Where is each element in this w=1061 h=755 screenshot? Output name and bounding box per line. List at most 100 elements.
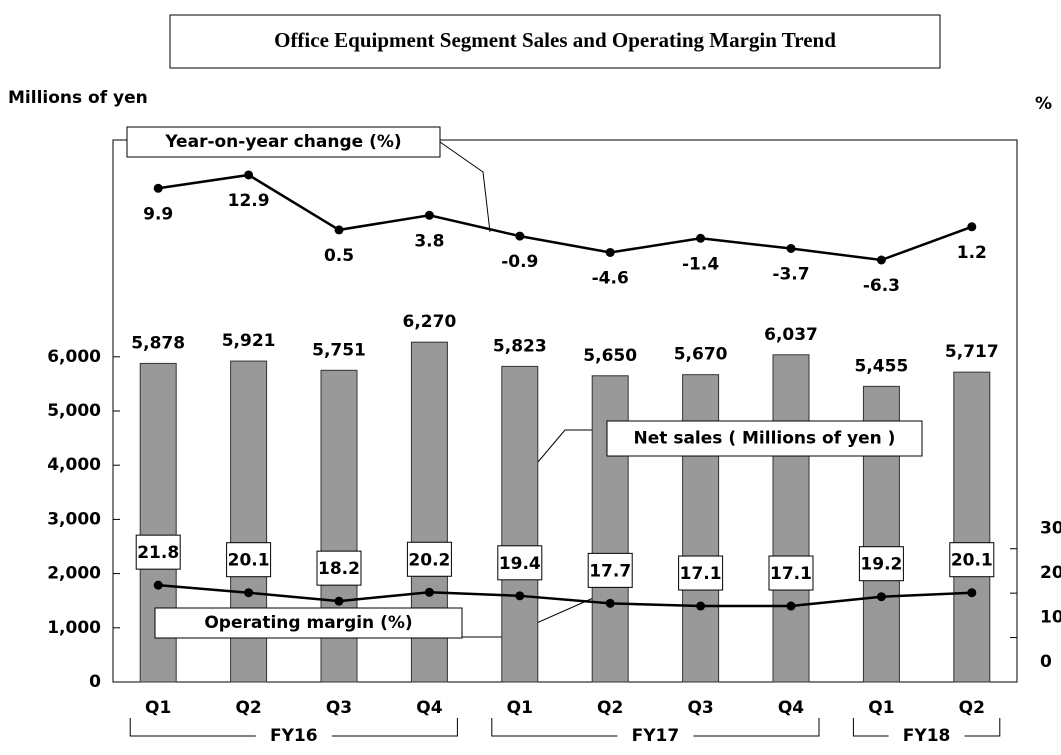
y2-tick-label: 10 bbox=[1040, 608, 1061, 628]
value-label: 0.5 bbox=[324, 246, 354, 266]
callout-leader bbox=[439, 141, 491, 233]
value-box bbox=[316, 550, 362, 586]
bar-value-label: 5,717 bbox=[945, 342, 999, 362]
y2-axis-label: % bbox=[1035, 94, 1052, 114]
x-tick-label: Q4 bbox=[416, 698, 442, 718]
bar-value-label: 5,823 bbox=[493, 336, 547, 356]
point bbox=[696, 233, 706, 243]
x-tick-label: Q2 bbox=[597, 698, 623, 718]
point bbox=[153, 580, 163, 590]
callout-label: Operating margin (%) bbox=[204, 613, 412, 633]
y2-tick-label: 0 bbox=[1040, 652, 1052, 672]
group-label: FY18 bbox=[903, 726, 951, 746]
bar-value-label: 5,650 bbox=[583, 346, 637, 366]
point bbox=[334, 225, 344, 235]
line bbox=[158, 583, 972, 608]
y2-tick-label: 20 bbox=[1040, 563, 1061, 583]
point bbox=[967, 222, 977, 232]
point bbox=[244, 170, 254, 180]
point bbox=[605, 598, 615, 608]
group-label: FY16 bbox=[270, 726, 318, 746]
value-label: 20.1 bbox=[228, 551, 270, 571]
value-label: -0.9 bbox=[501, 252, 538, 272]
group-bracket bbox=[964, 718, 1001, 737]
y2-tick-label: 30 bbox=[1040, 519, 1061, 539]
bar-value-label: 5,878 bbox=[131, 333, 185, 353]
bar bbox=[772, 354, 810, 683]
bar-value-label: 5,751 bbox=[312, 340, 366, 360]
value-box bbox=[678, 555, 724, 591]
x-tick-label: Q2 bbox=[959, 698, 985, 718]
y-tick-label: 2,000 bbox=[47, 564, 101, 584]
x-tick-label: Q3 bbox=[687, 698, 713, 718]
x-tick-label: Q4 bbox=[778, 698, 804, 718]
callout-box bbox=[154, 607, 463, 639]
value-label: 17.1 bbox=[680, 564, 722, 584]
point bbox=[696, 601, 706, 611]
group-label: FY17 bbox=[632, 726, 680, 746]
point bbox=[515, 591, 525, 601]
group-bracket bbox=[491, 718, 618, 737]
value-label: 9.9 bbox=[143, 204, 173, 224]
value-label: -3.7 bbox=[772, 264, 809, 284]
y-tick-label: 5,000 bbox=[47, 401, 101, 421]
x-tick-label: Q1 bbox=[868, 698, 894, 718]
group-bracket bbox=[693, 718, 820, 737]
value-label: 21.8 bbox=[137, 543, 179, 563]
group-bracket bbox=[852, 718, 889, 737]
value-label: -6.3 bbox=[863, 276, 900, 296]
value-label: -1.4 bbox=[682, 254, 719, 274]
point bbox=[967, 588, 977, 598]
value-box bbox=[406, 541, 452, 577]
y-tick-label: 0 bbox=[89, 672, 101, 692]
callout-box bbox=[606, 420, 923, 457]
point bbox=[605, 247, 615, 257]
point bbox=[876, 592, 886, 602]
group-bracket bbox=[331, 718, 458, 737]
y-tick-label: 1,000 bbox=[47, 618, 101, 638]
x-tick-label: Q1 bbox=[145, 698, 171, 718]
value-label: 20.2 bbox=[408, 550, 450, 570]
y-tick-label: 3,000 bbox=[47, 509, 101, 529]
bar bbox=[953, 371, 991, 683]
callout-box bbox=[126, 126, 441, 158]
x-tick-label: Q3 bbox=[326, 698, 352, 718]
point bbox=[876, 255, 886, 265]
x-tick-label: Q1 bbox=[507, 698, 533, 718]
value-label: 12.9 bbox=[228, 191, 270, 211]
bar bbox=[501, 365, 539, 683]
bar-value-label: 5,921 bbox=[222, 331, 276, 351]
bar-value-label: 5,455 bbox=[855, 356, 909, 376]
point bbox=[334, 596, 344, 606]
value-label: 19.4 bbox=[499, 554, 541, 574]
callout-label: Net sales ( Millions of yen ) bbox=[634, 429, 896, 449]
x-tick-label: Q2 bbox=[235, 698, 261, 718]
value-label: 18.2 bbox=[318, 559, 360, 579]
point bbox=[786, 601, 796, 611]
value-label: 1.2 bbox=[957, 243, 987, 263]
value-label: 17.1 bbox=[770, 564, 812, 584]
value-label: 19.2 bbox=[860, 555, 902, 575]
bar-value-label: 6,270 bbox=[403, 312, 457, 332]
value-box bbox=[949, 542, 995, 578]
callout-label: Year-on-year change (%) bbox=[164, 132, 401, 152]
value-label: 20.1 bbox=[951, 551, 993, 571]
y-axis-label: Millions of yen bbox=[8, 88, 148, 108]
value-box bbox=[497, 545, 543, 581]
y-tick-label: 6,000 bbox=[47, 347, 101, 367]
value-box bbox=[135, 534, 181, 570]
value-box bbox=[768, 555, 814, 591]
value-label: 3.8 bbox=[414, 231, 444, 251]
chart-title: Office Equipment Segment Sales and Opera… bbox=[274, 28, 836, 52]
title-box bbox=[169, 14, 941, 69]
point bbox=[424, 587, 434, 597]
value-label: -4.6 bbox=[592, 268, 629, 288]
point bbox=[244, 588, 254, 598]
point bbox=[424, 210, 434, 220]
bar-value-label: 5,670 bbox=[674, 345, 728, 365]
value-box bbox=[858, 546, 904, 582]
line bbox=[158, 173, 973, 262]
group-bracket bbox=[129, 718, 256, 737]
point bbox=[786, 243, 796, 253]
